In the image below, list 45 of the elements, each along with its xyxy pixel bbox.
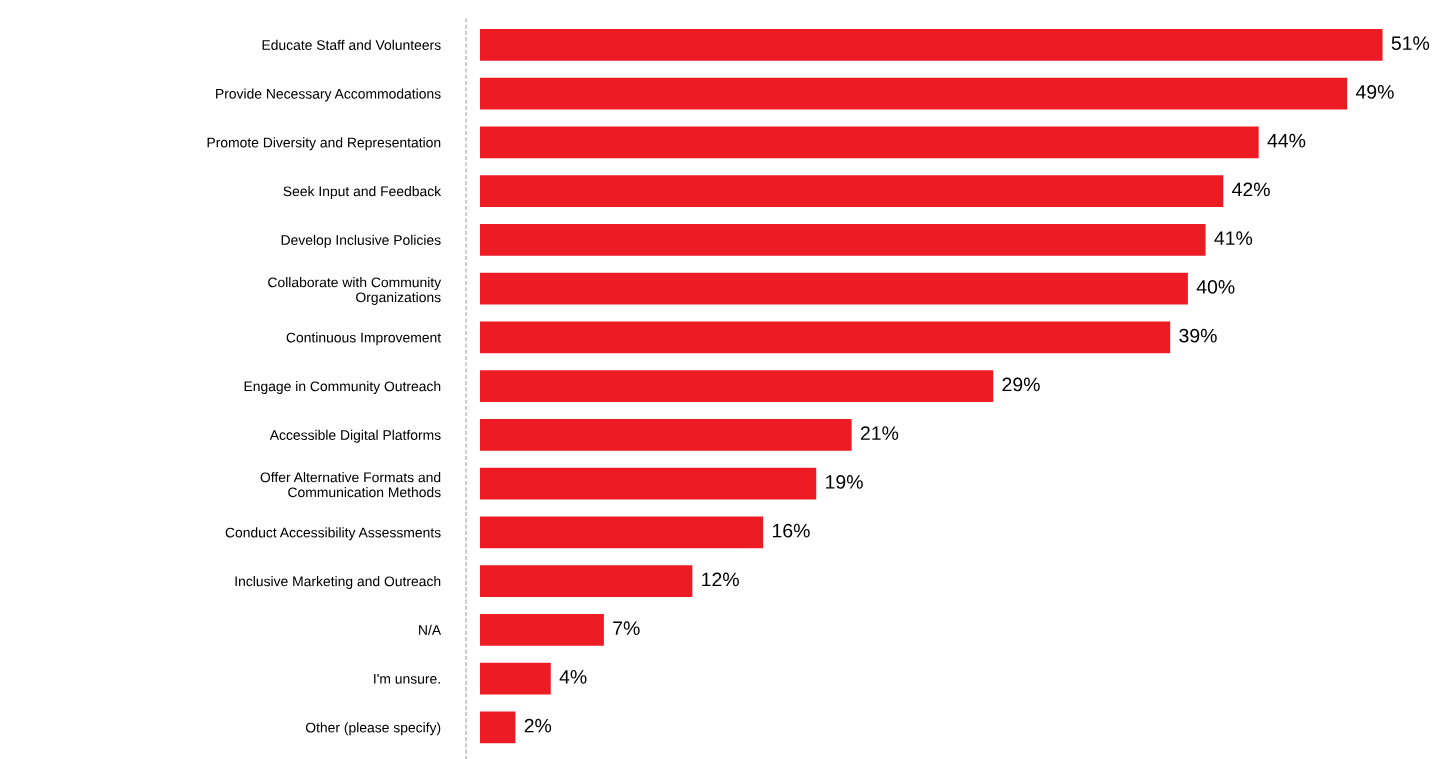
bar <box>480 272 1188 305</box>
data-label: 7% <box>613 621 640 635</box>
data-label: 40% <box>1196 280 1235 294</box>
bar <box>480 565 693 597</box>
y-tick-label: Seek Input and Feedback <box>283 186 442 199</box>
bar <box>480 175 1224 207</box>
y-tick-label: Provide Necessary Accommodations <box>216 88 441 102</box>
y-tick-label: Develop Inclusive Policies <box>281 234 441 248</box>
data-label: 19% <box>826 475 863 489</box>
data-label: 44% <box>1267 133 1306 148</box>
bar <box>480 28 1383 61</box>
data-label: 12% <box>702 572 739 587</box>
bar <box>480 126 1259 159</box>
y-tick-label: Collaborate with Community Organizations <box>268 277 442 305</box>
data-label: 39% <box>1179 328 1217 343</box>
data-label: 16% <box>772 523 810 538</box>
y-tick-label: N/A <box>419 624 442 635</box>
y-tick-label: I'm unsure. <box>374 674 440 684</box>
y-tick-label: Engage in Community Outreach <box>244 381 441 394</box>
y-tick-label: Other (please specify) <box>305 722 441 736</box>
bar <box>480 711 516 744</box>
bar <box>480 467 817 500</box>
bar <box>480 321 1171 354</box>
data-label: 41% <box>1214 231 1253 245</box>
data-label: 4% <box>559 670 587 684</box>
data-label: 21% <box>860 426 899 440</box>
y-tick-label: Accessible Digital Platforms <box>269 429 441 443</box>
y-tick-label: Educate Staff and Volunteers <box>262 39 441 50</box>
data-label: 42% <box>1232 182 1270 197</box>
bar <box>480 662 551 695</box>
data-label: 49% <box>1355 85 1394 99</box>
bar <box>480 77 1348 110</box>
bar <box>480 223 1206 256</box>
data-label: 51% <box>1391 36 1430 51</box>
y-tick-label: Promote Diversity and Representation <box>207 137 441 151</box>
y-tick-label: Inclusive Marketing and Outreach <box>235 576 441 589</box>
data-label: 2% <box>524 718 552 733</box>
bar <box>480 613 604 646</box>
y-tick-label: Conduct Accessibility Assessments <box>225 527 441 541</box>
bar <box>480 370 994 402</box>
y-tick-label: Continuous Improvement <box>286 332 442 346</box>
data-label: 29% <box>1002 377 1040 392</box>
bar <box>480 418 852 451</box>
bar <box>480 516 764 549</box>
y-tick-label: Offer Alternative Formats and Communication Methods <box>260 472 441 498</box>
